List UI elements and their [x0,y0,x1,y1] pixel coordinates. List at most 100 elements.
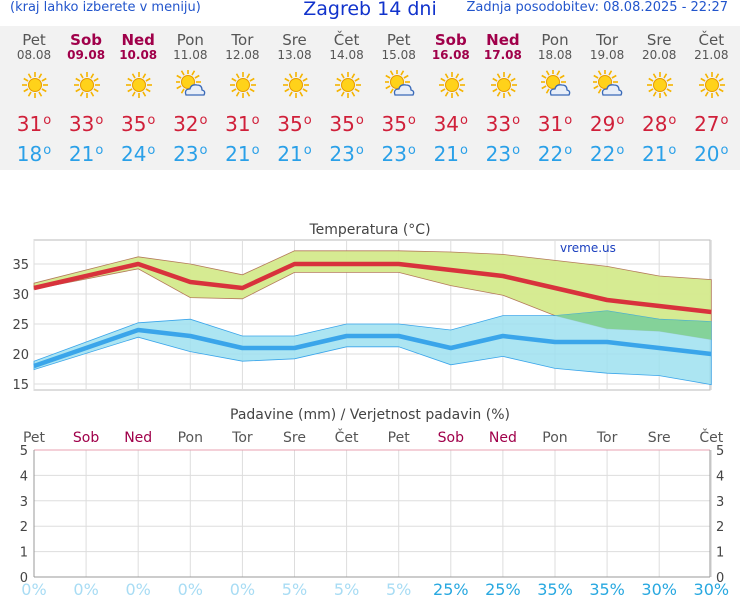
day-date: 18.08 [537,48,573,62]
min-temperature: 23o [173,142,208,166]
min-temperature: 24o [120,142,156,166]
day-date: 09.08 [67,48,106,62]
day-name: Sob [70,31,103,49]
precip-probability-label: 35% [537,580,573,599]
day-name: Pon [176,31,204,49]
day-date: 12.08 [225,48,260,62]
precip-probability-label: 0% [229,580,256,599]
chart-title: Padavine (mm) / Verjetnost padavin (%) [230,407,510,423]
sun-icon [697,70,727,100]
y-tick-label: 20 [12,348,29,363]
x-tick-label: Sre [283,430,306,446]
day-name: Pet [22,31,46,49]
min-temperature: 21o [225,142,260,166]
day-date: 19.08 [589,48,625,62]
min-temperature: 21o [433,142,468,166]
precip-probability-label: 25% [433,580,469,599]
y-tick-label-left: 2 [20,520,28,535]
daily-forecast-strip: Pet 08.08 31o 18o Sob 09.08 33o 21o Ned 10.08 35o 2… [0,26,740,170]
y-tick-label: 25 [12,318,29,333]
max-temperature: 31o [225,112,260,136]
y-tick-label-left: 1 [20,546,28,561]
day-date: 17.08 [483,48,522,62]
sun-icon [489,70,519,100]
sun-icon [124,70,154,100]
min-temperature: 20o [694,142,729,166]
y-tick-label-right: 1 [716,546,724,561]
x-tick-label: Čet [335,428,359,446]
max-temperature: 28o [641,112,677,136]
y-tick-label-right: 0 [716,571,724,585]
day-date: 13.08 [277,48,312,62]
min-temperature: 22o [537,142,573,166]
day-date: 10.08 [119,48,158,62]
precip-probability-label: 5% [281,580,308,599]
x-tick-label: Sob [73,430,99,446]
min-temperature-band [33,310,712,386]
max-temperature: 27o [694,112,729,136]
location-hint: (kraj lahko izberete v meniju) [10,0,201,15]
day-date: 14.08 [329,48,364,62]
day-name: Ned [486,31,520,49]
max-temperature: 35o [120,112,156,136]
x-tick-label: Pet [388,430,411,446]
precip-probability-label: 35% [589,580,625,599]
y-tick-label-left: 3 [20,495,28,510]
max-temperature: 34o [433,112,468,136]
precip-probability-label: 5% [385,580,412,599]
sun-cloud-icon [592,69,623,100]
precip-probability-label: 0% [21,580,47,599]
max-temperature-line [33,261,712,315]
precip-probability-label: 0% [177,580,203,599]
y-tick-label-right: 3 [716,495,724,510]
min-temperature: 23o [329,142,364,166]
sun-icon [20,70,50,100]
min-temperature: 18o [16,142,52,166]
max-temperature: 35o [277,112,312,136]
day-date: 15.08 [381,48,416,62]
min-temperature: 22o [589,142,625,166]
day-name: Pet [386,31,411,49]
min-temperature: 21o [68,142,104,166]
day-name: Čet [698,31,725,49]
x-tick-label: Tor [231,430,253,446]
sun-icon [333,70,363,100]
sun-icon [645,70,675,100]
page-title: Zagreb 14 dni [303,0,437,20]
sun-icon [72,70,102,100]
x-tick-label: Pon [542,430,567,446]
x-tick-label: Ned [489,430,517,446]
precip-probability-label: 0% [73,580,99,599]
day-date: 08.08 [16,48,52,62]
x-tick-label: Tor [596,430,618,446]
sun-cloud-icon [540,69,571,100]
y-tick-label: 15 [12,378,29,393]
min-temperature: 21o [641,142,677,166]
day-name: Tor [596,31,619,49]
precipitation-chart: Padavine (mm) / Verjetnost padavin (%) Pe… [20,407,725,585]
day-date: 20.08 [642,48,677,62]
day-name: Sre [282,31,307,49]
precip-probability-label: 0% [125,580,151,599]
day-name: Pon [541,31,569,49]
precip-probability-label: 25% [485,580,521,599]
temperature-chart: Temperatura (°C) 15 20 25 30 35 vreme.us [12,222,712,393]
x-tick-label: Sre [648,430,671,446]
day-name: Čet [333,31,360,49]
max-temperature: 32o [173,112,208,136]
day-name: Tor [231,31,254,49]
x-tick-label: Ned [124,430,152,446]
min-temperature: 23o [485,142,521,166]
sun-cloud-icon [383,69,415,100]
day-name: Ned [121,31,155,49]
day-date: 11.08 [173,48,208,62]
y-tick-label-right: 5 [716,444,724,459]
min-temperature: 21o [277,142,312,166]
y-tick-label-left: 5 [20,444,28,459]
x-tick-label: Čet [699,428,723,446]
y-tick-label: 35 [12,258,29,273]
last-updated: Zadnja posodobitev: 08.08.2025 - 22:27 [466,0,728,15]
max-temperature: 33o [485,112,521,136]
y-tick-label-right: 4 [716,469,724,484]
max-temperature: 31o [537,112,573,136]
